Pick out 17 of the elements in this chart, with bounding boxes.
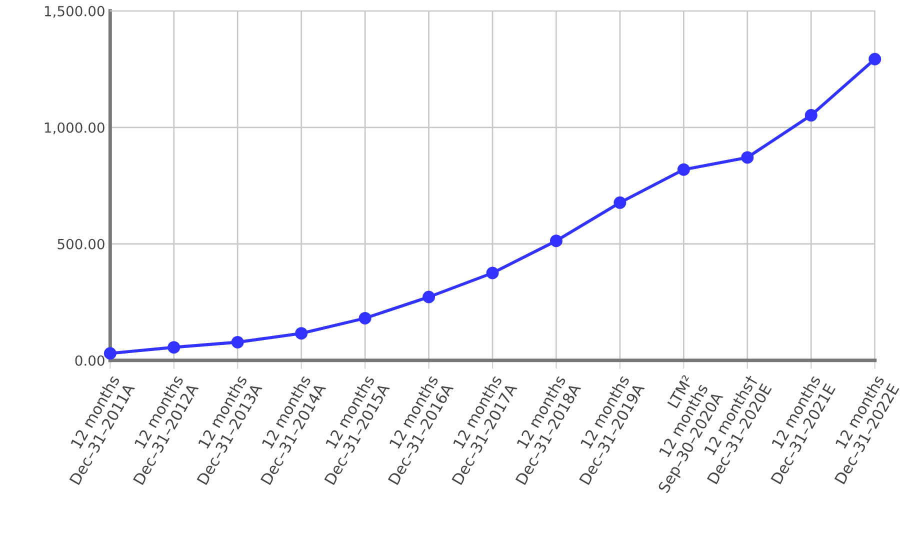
y-tick-label: 500.00 <box>58 238 104 250</box>
point <box>422 290 436 304</box>
point <box>486 266 499 280</box>
y-tick-label: 0.00 <box>75 355 104 366</box>
y-tick-label: 1,000.00 <box>44 122 104 134</box>
point <box>550 234 562 248</box>
point <box>358 312 372 324</box>
point <box>868 52 882 66</box>
point <box>295 327 308 340</box>
point <box>231 336 244 348</box>
point <box>677 163 690 176</box>
point <box>168 341 180 354</box>
point <box>741 151 754 164</box>
point <box>804 109 818 122</box>
y-tick-label: 1,500.00 <box>44 6 104 18</box>
point <box>614 196 626 209</box>
point <box>104 347 116 360</box>
